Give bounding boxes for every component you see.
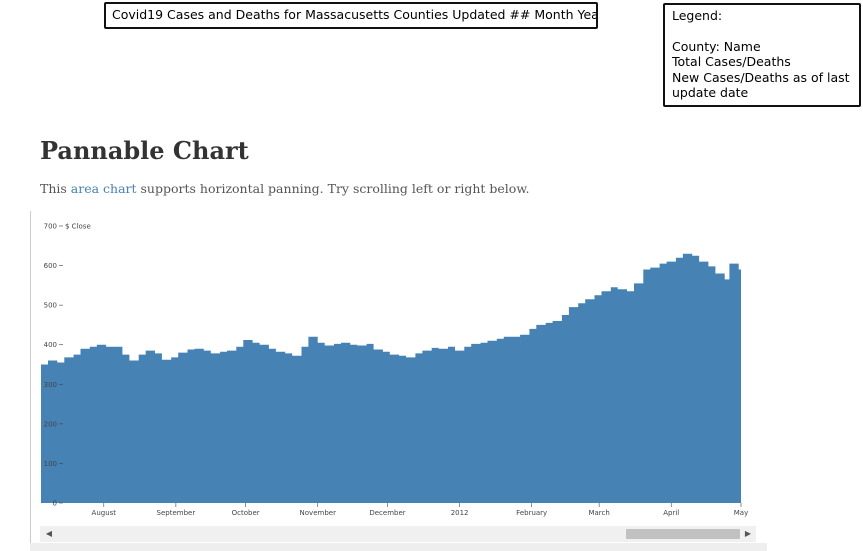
area-series [41,253,741,503]
y-tick-label: 100 [44,460,57,468]
x-tick-label: August [92,509,117,517]
area-chart-link[interactable]: area chart [70,181,137,196]
intro-suffix: supports horizontal panning. Try scrolli… [136,181,530,196]
legend-heading: Legend: [672,8,723,23]
legend-line-totals: Total Cases/Deaths [672,54,791,69]
chart-frame [30,211,768,551]
x-tick-label: 2012 [451,509,469,517]
scroll-left-arrow-icon[interactable]: ◀ [45,529,53,538]
y-tick-label: 0 [53,500,57,508]
page-title: Pannable Chart [40,136,249,165]
x-tick-label: October [232,509,260,517]
y-axis-label: $ Close [65,223,91,231]
pannable-area-chart[interactable]: August September October November December 20… [0,211,780,517]
intro-paragraph: This area chart supports horizontal pann… [40,181,530,196]
y-tick-label: 600 [44,262,57,270]
sketch-legend-box: Legend: County: Name Total Cases/Deaths … [663,3,861,107]
y-tick-label: 500 [44,302,57,310]
sketch-title-text: Covid19 Cases and Deaths for Massacusett… [112,7,598,22]
y-tick-label: 400 [44,341,57,349]
chart-bottom-strip [30,543,767,551]
scroll-thumb[interactable] [626,529,740,539]
x-tick-label: November [300,509,337,517]
x-tick-label: September [157,509,196,517]
intro-prefix: This [40,181,71,196]
y-tick-label: 200 [44,420,57,428]
x-tick-label: April [663,509,679,517]
x-tick-label: May [734,509,748,517]
scroll-right-arrow-icon[interactable]: ▶ [744,529,752,538]
y-tick-label: 700 [44,223,57,231]
x-tick-label: December [369,509,405,517]
y-tick-label: 300 [44,381,57,389]
x-tick-label: February [516,509,547,517]
legend-line-county: County: Name [672,38,761,54]
horizontal-scrollbar[interactable]: ◀ ▶ [40,526,756,542]
legend-line-new: New Cases/Deaths as of last update date [672,69,850,101]
sketch-title-box: Covid19 Cases and Deaths for Massacusett… [104,2,598,29]
x-tick-label: March [588,509,609,517]
